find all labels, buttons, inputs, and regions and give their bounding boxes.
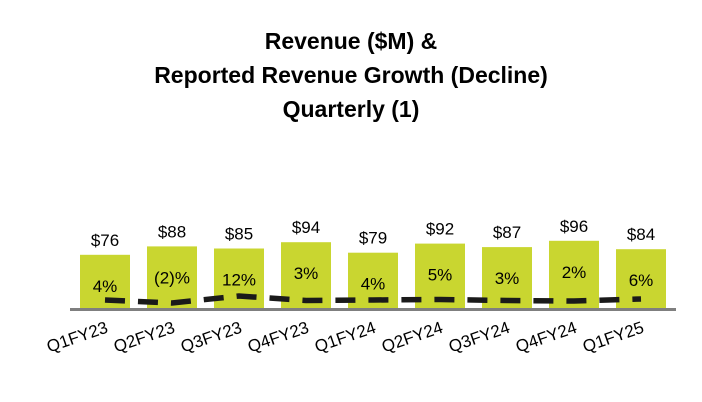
growth-line-layer: [104, 293, 642, 306]
x-tick-label: Q3FY23: [178, 318, 244, 357]
bar-value-label: $92: [426, 220, 454, 239]
bar-value-label: $96: [560, 217, 588, 236]
bar-q2fy23: [147, 246, 197, 308]
bar-value-label: $84: [627, 225, 655, 244]
growth-value-label: 3%: [294, 264, 319, 283]
bar-value-labels-layer: $76 $88 $85 $94 $79 $92 $87 $96 $84: [91, 217, 655, 250]
growth-value-label: 5%: [428, 266, 453, 285]
x-tick-label: Q1FY24: [312, 318, 378, 357]
growth-value-label: 3%: [495, 269, 520, 288]
x-tick-label: Q4FY23: [245, 318, 311, 357]
bar-value-label: $87: [493, 223, 521, 242]
bar-value-label: $76: [91, 231, 119, 250]
growth-value-label: 4%: [93, 277, 118, 296]
growth-labels-layer: 4% (2)% 12% 3% 4% 5% 3% 2% 6%: [93, 263, 654, 296]
growth-value-label: 2%: [562, 263, 587, 282]
growth-value-label: 4%: [361, 275, 386, 294]
growth-value-label: 12%: [222, 271, 256, 290]
chart-title-line-3: Quarterly (1): [282, 96, 420, 122]
x-tick-labels-layer: Q1FY23 Q2FY23 Q3FY23 Q4FY23 Q1FY24 Q2FY24 Q3FY…: [44, 318, 646, 357]
bar-q4fy24: [549, 240, 599, 308]
chart-title-line-2: Reported Revenue Growth (Decline): [154, 62, 548, 88]
growth-value-label: (2)%: [154, 268, 190, 287]
bar-q1fy25: [616, 249, 666, 308]
x-tick-label: Q2FY23: [111, 318, 177, 357]
x-tick-label: Q3FY24: [446, 318, 512, 357]
x-tick-label: Q1FY25: [580, 318, 646, 357]
bar-value-label: $85: [225, 225, 253, 244]
chart-title-line-1: Revenue ($M) &: [264, 28, 438, 54]
bar-value-label: $79: [359, 229, 387, 248]
x-tick-label: Q2FY24: [379, 318, 445, 357]
x-tick-label: Q4FY24: [513, 318, 579, 357]
bar-value-label: $88: [158, 222, 186, 241]
growth-value-label: 6%: [629, 271, 654, 290]
bar-value-label: $94: [292, 218, 320, 237]
x-tick-label: Q1FY23: [44, 318, 110, 357]
